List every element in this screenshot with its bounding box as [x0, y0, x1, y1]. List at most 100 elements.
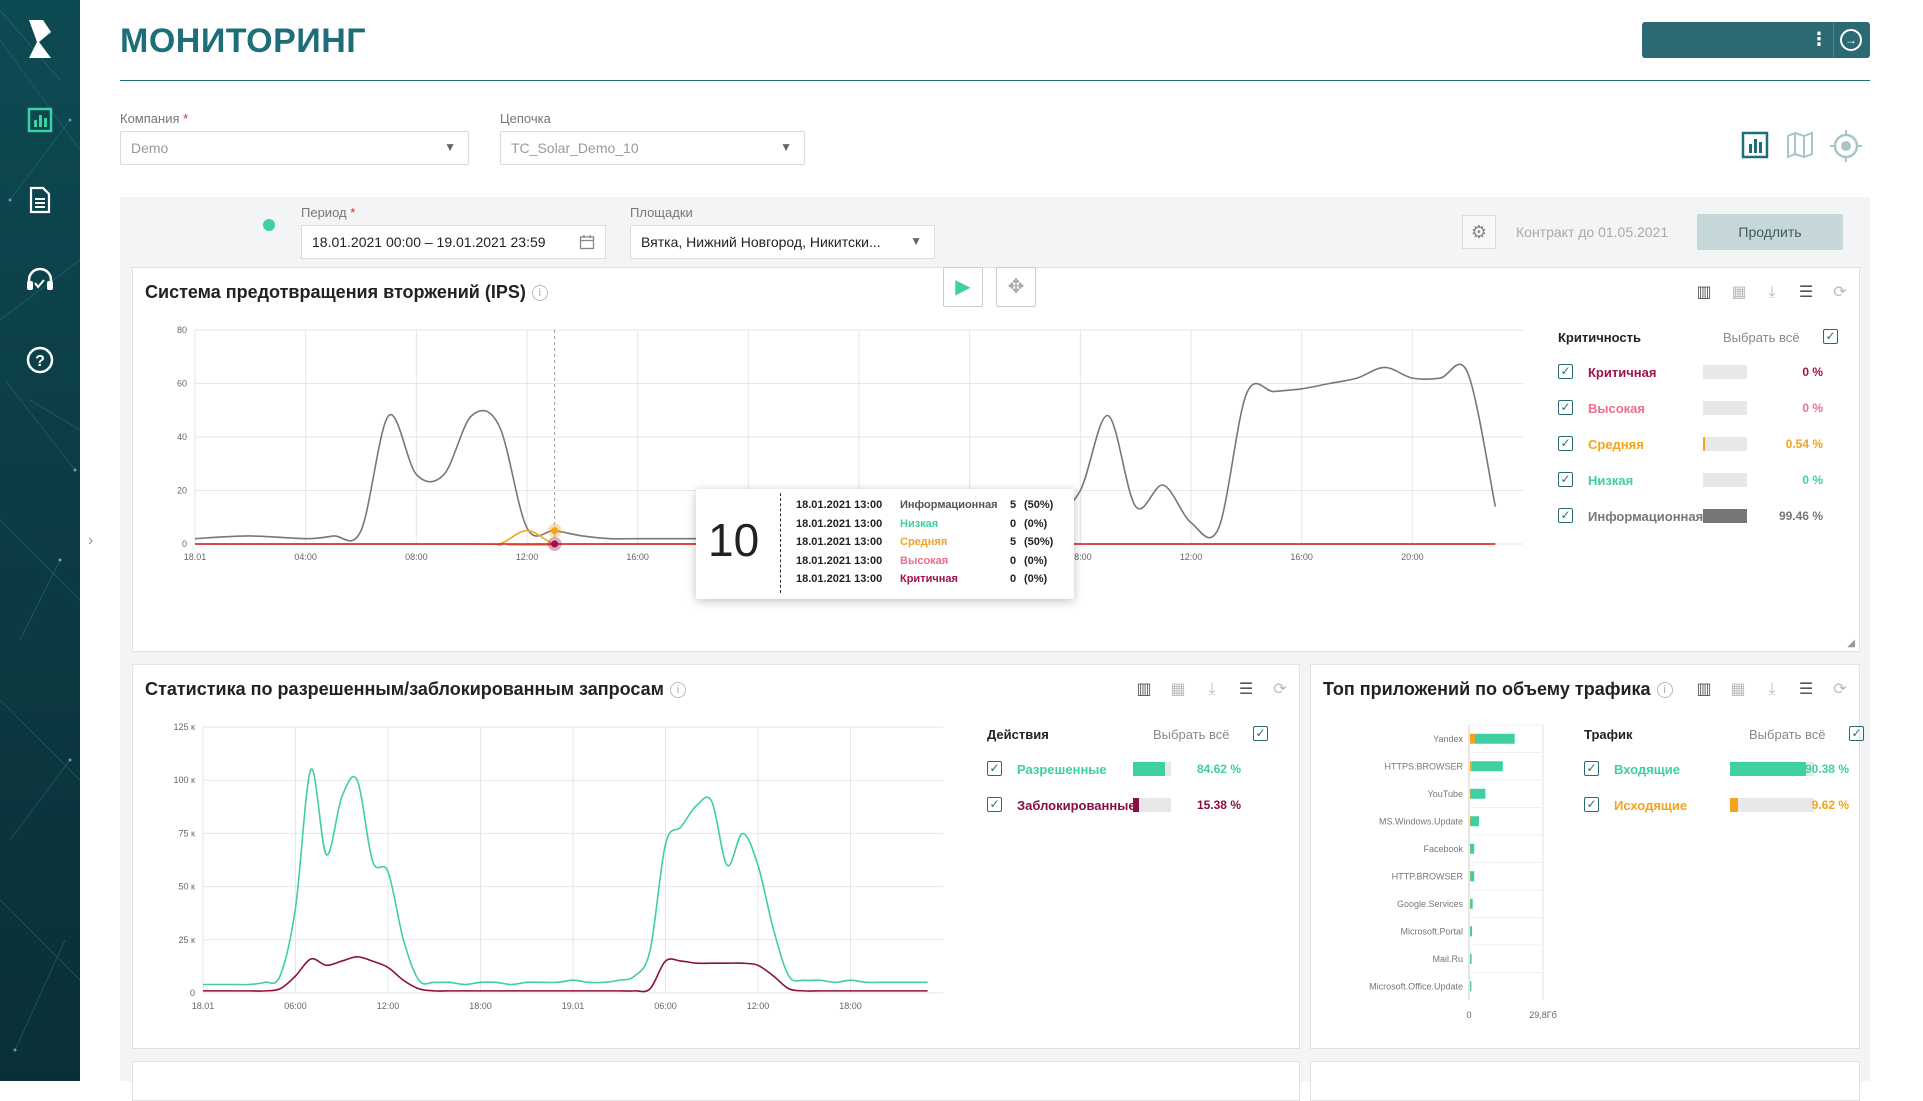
period-label: Период * — [301, 205, 355, 220]
requests-select-all[interactable]: Выбрать всё — [1153, 727, 1230, 742]
legend-percent: 0 % — [1802, 473, 1823, 487]
info-icon[interactable]: i — [669, 682, 686, 699]
bar-segment — [1470, 733, 1475, 744]
ips-legend-head: Критичность — [1558, 330, 1641, 345]
download-icon[interactable]: ⤓ — [1208, 681, 1216, 698]
legend-checkbox[interactable]: ✓ — [1558, 436, 1573, 451]
legend-checkbox[interactable]: ✓ — [1558, 508, 1573, 523]
x-tick-label: 18.01 — [192, 1001, 215, 1011]
legend-checkbox[interactable]: ✓ — [1584, 797, 1599, 812]
requests-title-text: Статистика по разрешенным/заблокированны… — [145, 679, 664, 699]
table-view-icon[interactable]: ▦ — [1170, 681, 1186, 698]
page-title: МОНИТОРИНГ — [120, 22, 367, 60]
ips-select-all-checkbox[interactable]: ✓ — [1823, 329, 1838, 344]
info-icon[interactable]: i — [531, 285, 548, 302]
monitoring-chart-icon[interactable] — [22, 102, 58, 138]
category-label: HTTP.BROWSER — [1392, 871, 1464, 881]
table-view-icon[interactable]: ▦ — [1730, 681, 1746, 698]
tooltip-row: 18.01.2021 13:00 Средняя 5 (50%) — [796, 536, 1064, 548]
x-tick-label: 0 — [1466, 1010, 1471, 1020]
y-tick-label: 80 — [177, 325, 187, 335]
target-view-icon[interactable] — [1830, 130, 1862, 162]
document-icon[interactable] — [22, 182, 58, 218]
extend-contract-button[interactable]: Продлить — [1697, 214, 1843, 250]
move-button[interactable]: ✥ — [996, 267, 1036, 307]
sites-label: Площадки — [630, 205, 693, 220]
refresh-icon[interactable]: ⟳ — [1833, 284, 1847, 301]
apps-bar-chart: Yandex HTTPS.BROWSER YouTube MS.Windows.Upd… — [1369, 724, 1557, 1020]
logo-icon[interactable] — [22, 18, 58, 62]
hover-point-critical — [551, 540, 559, 548]
ips-tooltip: 10 18.01.2021 13:00 Информационная 5 (50%) 1… — [696, 489, 1074, 599]
map-view-icon[interactable] — [1785, 130, 1815, 160]
company-select[interactable]: Demo ▼ — [120, 131, 469, 165]
resize-handle-icon[interactable]: ◢ — [1847, 638, 1855, 649]
legend-checkbox[interactable]: ✓ — [1558, 400, 1573, 415]
chart-type-icon[interactable]: ▥ — [1696, 681, 1712, 698]
legend-checkbox[interactable]: ✓ — [987, 761, 1002, 776]
legend-checkbox[interactable]: ✓ — [1558, 472, 1573, 487]
legend-share-bar — [1703, 401, 1747, 415]
chart-type-icon[interactable]: ▥ — [1696, 284, 1712, 301]
chain-value: TC_Solar_Demo_10 — [511, 140, 639, 156]
bar-segment — [1470, 898, 1473, 909]
category-label: Mail.Ru — [1432, 954, 1463, 964]
series-line — [203, 956, 928, 993]
legend-share-fill — [1703, 437, 1705, 451]
tooltip-time: 18.01.2021 13:00 — [796, 536, 883, 548]
chain-select[interactable]: TC_Solar_Demo_10 ▼ — [500, 131, 805, 165]
support-headset-icon[interactable] — [22, 262, 58, 298]
legend-checkbox[interactable]: ✓ — [987, 797, 1002, 812]
tooltip-label: Высокая — [900, 554, 949, 567]
refresh-icon[interactable]: ⟳ — [1833, 681, 1847, 698]
info-icon[interactable]: i — [1656, 682, 1673, 699]
logout-icon[interactable]: → — [1840, 29, 1862, 51]
filter-sliders-icon[interactable]: ☰ — [1238, 681, 1254, 698]
kebab-menu-icon[interactable]: ⋮ — [1810, 29, 1828, 49]
filter-sliders-icon[interactable]: ☰ — [1798, 284, 1814, 301]
chart-type-icon[interactable]: ▥ — [1136, 681, 1152, 698]
apps-select-all[interactable]: Выбрать всё — [1749, 727, 1826, 742]
x-tick-label: 18:00 — [469, 1001, 492, 1011]
legend-share-bar — [1730, 798, 1814, 812]
legend-share-bar — [1133, 798, 1171, 812]
tooltip-label: Низкая — [900, 517, 939, 530]
status-dot — [263, 219, 275, 231]
filter-sliders-icon[interactable]: ☰ — [1798, 681, 1814, 698]
table-view-icon[interactable]: ▦ — [1731, 284, 1747, 301]
category-label: MS.Windows.Update — [1379, 816, 1463, 826]
y-tick-label: 50 к — [179, 882, 196, 892]
calendar-icon[interactable] — [579, 234, 595, 250]
x-tick-label: 19.01 — [562, 1001, 585, 1011]
legend-checkbox[interactable]: ✓ — [1584, 761, 1599, 776]
company-value: Demo — [131, 140, 169, 156]
user-menu-button[interactable]: ⋮ → — [1642, 22, 1870, 58]
legend-checkbox[interactable]: ✓ — [1558, 364, 1573, 379]
download-icon[interactable]: ⤓ — [1768, 284, 1776, 301]
tooltip-total: 10 — [708, 514, 760, 566]
ips-select-all[interactable]: Выбрать всё — [1723, 330, 1800, 345]
chart-view-icon[interactable] — [1740, 130, 1770, 160]
legend-percent: 99.46 % — [1778, 509, 1823, 523]
sites-select[interactable]: Вятка, Нижний Новгород, Никитски... ▼ — [630, 225, 935, 259]
apps-select-all-checkbox[interactable]: ✓ — [1849, 726, 1864, 741]
download-icon[interactable]: ⤓ — [1768, 681, 1776, 698]
legend-percent: 0 % — [1802, 365, 1823, 379]
requests-select-all-checkbox[interactable]: ✓ — [1253, 726, 1268, 741]
legend-label: Средняя — [1588, 437, 1644, 452]
settings-gear-button[interactable]: ⚙ — [1462, 215, 1496, 249]
legend-share-bar — [1730, 762, 1814, 776]
legend-share-fill — [1703, 509, 1747, 523]
y-tick-label: 0 — [190, 988, 195, 998]
svg-text:?: ? — [35, 353, 45, 370]
ips-card-title: Система предотвращения вторжений (IPS) i — [145, 282, 548, 303]
company-label: Компания * — [120, 111, 188, 126]
tooltip-row: 18.01.2021 13:00 Информационная 5 (50%) — [796, 499, 1064, 511]
help-icon[interactable]: ? — [22, 342, 58, 378]
legend-percent: 84.62 % — [1196, 762, 1241, 776]
move-arrows-icon: ✥ — [1007, 276, 1025, 298]
period-input[interactable]: 18.01.2021 00:00 – 19.01.2021 23:59 — [301, 225, 606, 259]
sidebar-expand-icon[interactable]: › — [88, 532, 94, 549]
play-button[interactable]: ▶ — [943, 267, 983, 307]
refresh-icon[interactable]: ⟳ — [1273, 681, 1287, 698]
